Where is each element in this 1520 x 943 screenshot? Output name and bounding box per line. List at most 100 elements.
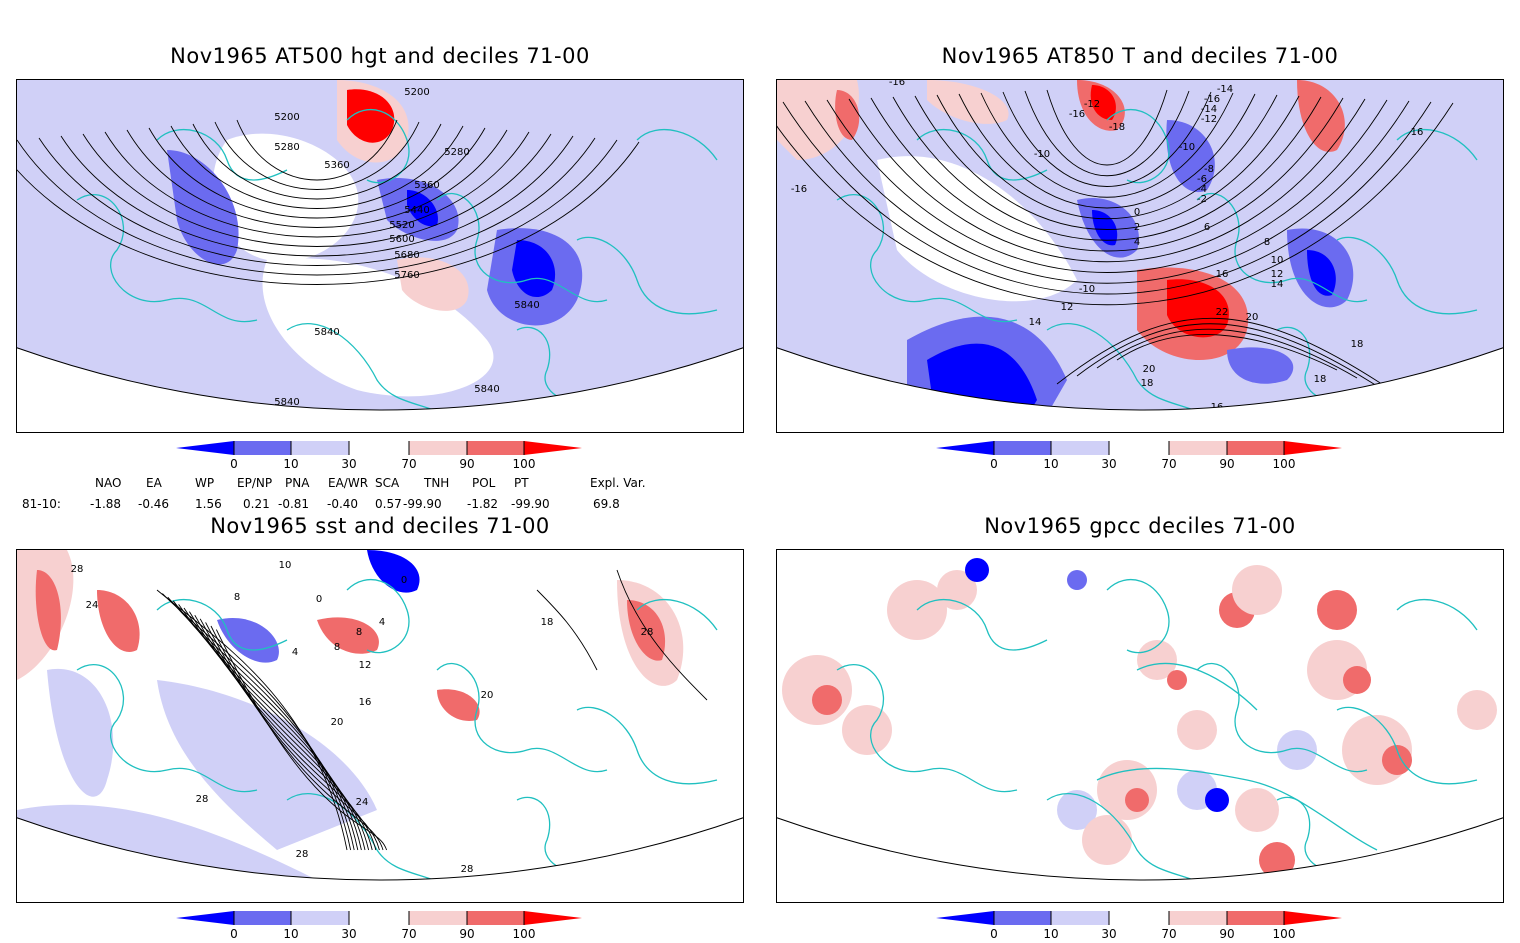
coastline	[576, 236, 718, 315]
decile-area	[812, 685, 842, 715]
index-header-pt: PT	[514, 476, 529, 490]
contour-line	[777, 102, 1454, 306]
coastline	[916, 598, 1048, 651]
decile-area	[157, 680, 377, 850]
contour-label: 5520	[389, 220, 414, 231]
colorbar-segment	[1169, 441, 1227, 455]
decile-area	[1090, 85, 1116, 120]
contour-line	[914, 95, 1300, 230]
coastline	[1196, 193, 1368, 303]
contour-label: 20	[481, 690, 494, 701]
colorbar-arrow-low	[176, 911, 234, 925]
contour-line	[826, 99, 1388, 273]
index-value-ea: -0.46	[138, 497, 170, 511]
decile-area	[437, 689, 480, 721]
colorbar-tick-label: 30	[1101, 457, 1116, 471]
contour-label: 16	[1211, 402, 1224, 413]
contour-line	[1076, 323, 1378, 387]
contour-label: 10	[279, 560, 292, 571]
contour-label: 18	[541, 617, 554, 628]
index-header-epnp: EP/NP	[237, 476, 273, 490]
contour-label: 12	[1271, 269, 1284, 280]
contour-line	[148, 127, 486, 219]
panel-title-sst: Nov1965 sst and deciles 71-00	[210, 514, 550, 538]
domain-boundary	[17, 346, 743, 411]
colorbar-arrow-high	[524, 441, 582, 455]
colorbar-segment	[994, 441, 1051, 455]
index-value-pna: -0.81	[278, 497, 310, 511]
contour-label: 5440	[404, 205, 429, 216]
contour-label: 28	[641, 627, 654, 638]
contour-label: -16	[889, 80, 905, 88]
colorbar-segment	[291, 911, 349, 925]
colorbar-arrow-high	[524, 911, 582, 925]
contour-label: 5840	[274, 397, 299, 408]
index-header-pna: PNA	[285, 476, 310, 490]
contour-line	[958, 93, 1256, 209]
colorbar-segment	[1109, 441, 1169, 455]
colorbar-segment	[1227, 441, 1284, 455]
index-header-pol: POL	[472, 476, 496, 490]
coastline	[156, 128, 288, 181]
decile-area	[1227, 347, 1294, 384]
contour-line	[782, 101, 1432, 295]
contour-label: 0	[401, 575, 407, 586]
decile-area	[1167, 279, 1229, 338]
colorbar-arrow-low	[936, 441, 994, 455]
colorbar-tick-label: 100	[1273, 927, 1296, 941]
contour-label: 14	[1271, 279, 1284, 290]
colorbar-gpcc: 0 10 30 70 90 100	[930, 907, 1350, 943]
colorbar-tick-label: 0	[230, 457, 238, 471]
colorbar-tick-label: 100	[1273, 457, 1296, 471]
domain-boundary	[777, 346, 1503, 411]
colorbar-arrow-high	[1284, 441, 1342, 455]
colorbar-tick-label: 90	[1219, 457, 1234, 471]
contour-label: 22	[1216, 307, 1229, 318]
colorbar-tick-label: 100	[513, 927, 536, 941]
decile-area	[512, 240, 556, 298]
coastline	[1136, 662, 1258, 711]
colorbar-tick-label: 0	[990, 457, 998, 471]
colorbar-tick-label: 30	[341, 457, 356, 471]
contour-label: -16	[1204, 94, 1220, 105]
coastline	[1196, 663, 1368, 773]
contour-label: 20	[1246, 312, 1259, 323]
contour-label: -4	[1197, 184, 1207, 195]
colorbar-tick-label: 70	[1161, 927, 1176, 941]
contour-line	[1116, 334, 1338, 371]
contour-line	[1056, 317, 1398, 395]
contour-label: 14	[1029, 317, 1042, 328]
coastline	[576, 706, 718, 785]
index-header-ea: EA	[146, 476, 162, 490]
index-value-sca: 0.57	[375, 497, 402, 511]
map-panel-t850: -16 -16 -14 -12 -18 -16 -16 -14 -12 -10 -10 -8 -6 -4-…	[776, 79, 1504, 433]
colorbar-segment	[1227, 911, 1284, 925]
decile-area	[1307, 250, 1336, 296]
contour-line	[82, 133, 552, 247]
decile-area	[1232, 565, 1282, 615]
panel-title-hgt: Nov1965 AT500 hgt and deciles 71-00	[170, 44, 590, 68]
decile-area	[1297, 80, 1345, 152]
contour-label: 0	[316, 594, 322, 605]
decile-area	[1125, 788, 1149, 812]
decile-area	[1259, 842, 1295, 878]
colorbar-segment	[234, 911, 291, 925]
decile-area	[1235, 788, 1279, 832]
colorbar-tick-label: 0	[990, 927, 998, 941]
contour-line	[60, 135, 574, 257]
contour-line	[236, 119, 398, 181]
coastline	[1096, 767, 1378, 851]
contour-line	[1046, 89, 1168, 166]
index-header-nao: NAO	[95, 476, 122, 490]
contour-label: -12	[1201, 114, 1217, 125]
contour-label: -2	[1197, 194, 1207, 205]
contour-label: 5200	[274, 112, 299, 123]
decile-area	[1343, 666, 1371, 694]
coastline	[346, 579, 410, 654]
colorbar-segment	[467, 911, 524, 925]
index-value-nao: -1.88	[90, 497, 122, 511]
coastline	[836, 194, 1018, 323]
contour-line	[192, 123, 442, 200]
coastline	[1046, 323, 1228, 410]
colorbar-hgt: 0 10 30 70 90 100	[170, 437, 590, 473]
